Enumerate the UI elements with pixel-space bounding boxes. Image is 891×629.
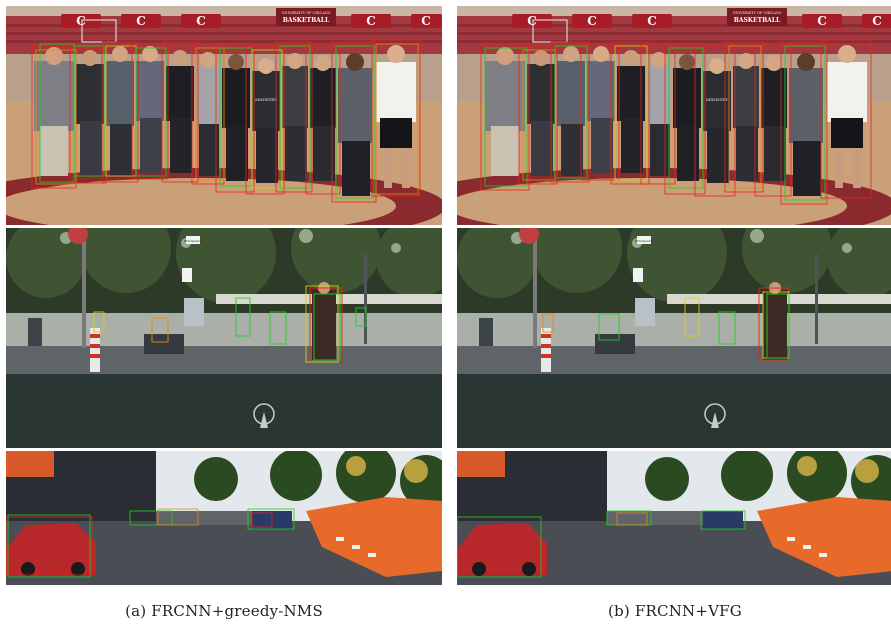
people-group: MINISTRY xyxy=(34,45,416,196)
basketball-scene: C C C C C UNIVERSITY OF CHICAGO BASKETBA… xyxy=(457,6,891,225)
arena-banner-small: UNIVERSITY OF CHICAGO xyxy=(732,11,781,15)
basketball-team-photo-vfg: C C C C C UNIVERSITY OF CHICAGO BASKETBA… xyxy=(457,6,891,225)
svg-text:C: C xyxy=(421,14,431,28)
shirt-text: MINISTRY xyxy=(706,97,728,102)
column-greedy-nms: C C C C C UNIVERSITY OF CHICAGO BASKETBA… xyxy=(6,6,442,585)
detection-boxes xyxy=(542,287,790,361)
people-group: MINISTRY xyxy=(485,45,867,196)
svg-text:C: C xyxy=(587,14,597,28)
street-scene: Brückenstr. xyxy=(457,228,891,448)
arena-banner: BASKETBALL xyxy=(734,17,781,24)
detection-boxes xyxy=(457,510,746,578)
arena-banner: BASKETBALL xyxy=(283,17,330,24)
basketball-team-photo-greedy-nms: C C C C C UNIVERSITY OF CHICAGO BASKETBA… xyxy=(6,6,442,225)
street-sign: Brückenstr. xyxy=(635,239,653,243)
svg-text:C: C xyxy=(647,14,657,28)
caption-vfg: (b) FRCNN+VFG xyxy=(608,602,742,620)
svg-text:C: C xyxy=(136,14,146,28)
car-scene-vfg xyxy=(457,451,891,585)
svg-text:C: C xyxy=(366,14,376,28)
caption-greedy-nms: (a) FRCNN+greedy-NMS xyxy=(125,602,323,620)
street-scene-greedy-nms: Brückenstr. xyxy=(6,228,442,448)
car-scene xyxy=(457,451,891,585)
column-vfg: C C C C C UNIVERSITY OF CHICAGO BASKETBA… xyxy=(457,6,891,585)
car-scene-greedy-nms xyxy=(6,451,442,585)
shirt-text: MINISTRY xyxy=(255,97,277,102)
street-scene-vfg: Brückenstr. xyxy=(457,228,891,448)
svg-text:C: C xyxy=(196,14,206,28)
arena-banner-small: UNIVERSITY OF CHICAGO xyxy=(281,11,330,15)
svg-text:C: C xyxy=(76,14,86,28)
street-scene: Brückenstr. xyxy=(6,228,442,448)
detection-boxes xyxy=(31,39,421,203)
c-logo-banners: C C C C C xyxy=(61,14,442,28)
detection-boxes xyxy=(93,285,367,363)
basketball-scene: C C C C C UNIVERSITY OF CHICAGO BASKETBA… xyxy=(6,6,442,225)
svg-text:C: C xyxy=(872,14,882,28)
car-scene xyxy=(6,451,442,585)
street-sign: Brückenstr. xyxy=(184,239,202,243)
detection-boxes xyxy=(480,39,872,205)
svg-text:C: C xyxy=(527,14,537,28)
detection-boxes xyxy=(6,508,295,578)
c-logo-banners: C C C C C xyxy=(512,14,891,28)
svg-text:C: C xyxy=(817,14,827,28)
